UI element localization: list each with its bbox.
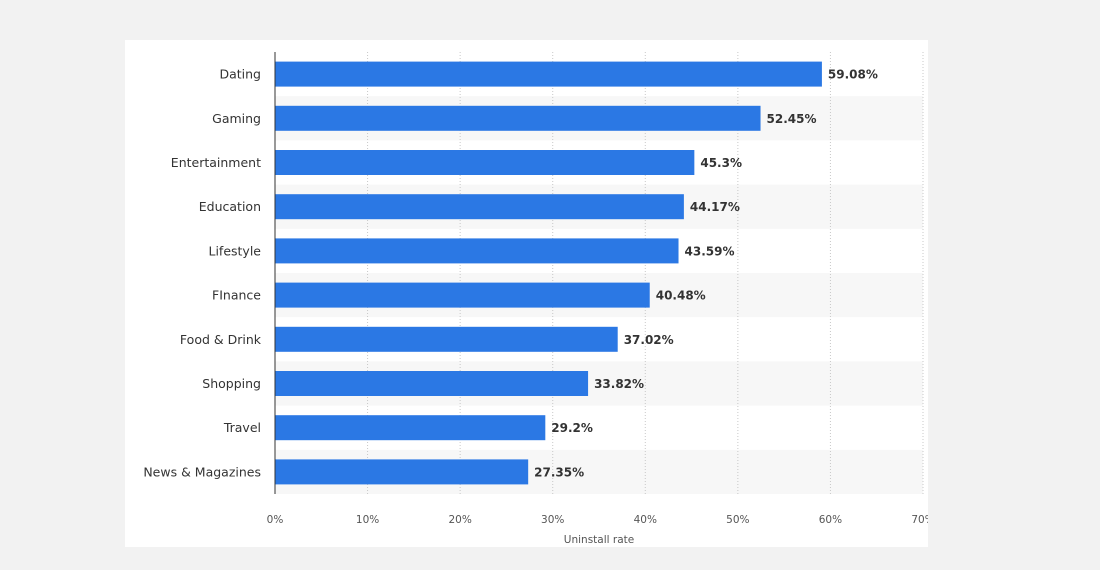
chart-panel: Dating Gaming Entertainment Education Lifest… <box>125 40 928 547</box>
category-label: Entertainment <box>171 155 261 170</box>
bar <box>275 415 546 441</box>
category-labels: Dating Gaming Entertainment Education Lifest… <box>143 67 261 480</box>
x-tick-label: 50% <box>726 514 749 526</box>
x-tick-label: 60% <box>819 514 842 526</box>
value-label: 40.48% <box>656 289 706 303</box>
value-label: 37.02% <box>624 333 674 347</box>
x-tick-label: 30% <box>541 514 564 526</box>
value-labels: 59.08% 52.45% 45.3% 44.17% 43.59% 40.48% 37.02… <box>534 68 878 480</box>
bars <box>275 61 822 485</box>
bar <box>275 194 684 220</box>
x-axis-title: Uninstall rate <box>564 534 634 546</box>
bar-chart: Dating Gaming Entertainment Education Lifest… <box>143 52 928 546</box>
category-label: Shopping <box>202 376 261 391</box>
bar <box>275 105 761 131</box>
value-label: 33.82% <box>594 377 644 391</box>
category-label: FInance <box>212 288 261 303</box>
bar <box>275 459 529 485</box>
x-tick-labels: 0% 10% 20% 30% 40% 50% 60% 70% <box>267 514 928 526</box>
x-tick-label: 10% <box>356 514 379 526</box>
x-tick-label: 20% <box>448 514 471 526</box>
value-label: 44.17% <box>690 200 740 214</box>
category-label: Food & Drink <box>180 332 262 347</box>
bar <box>275 326 618 352</box>
bar <box>275 371 589 396</box>
value-label: 45.3% <box>700 156 742 170</box>
value-label: 29.2% <box>551 421 593 435</box>
bar <box>275 238 679 264</box>
category-label: Gaming <box>212 111 261 126</box>
value-label: 52.45% <box>767 112 817 126</box>
x-tick-label: 40% <box>634 514 657 526</box>
bar <box>275 150 695 175</box>
bar <box>275 282 650 308</box>
x-tick-label: 70% <box>911 514 928 526</box>
category-label: Education <box>199 199 261 214</box>
category-label: News & Magazines <box>143 464 261 479</box>
value-label: 59.08% <box>828 68 878 82</box>
bar <box>275 61 822 87</box>
category-label: Dating <box>219 67 261 82</box>
value-label: 43.59% <box>685 244 735 258</box>
value-label: 27.35% <box>534 465 584 479</box>
category-label: Travel <box>223 420 261 435</box>
category-label: Lifestyle <box>208 243 261 258</box>
x-tick-label: 0% <box>267 514 284 526</box>
